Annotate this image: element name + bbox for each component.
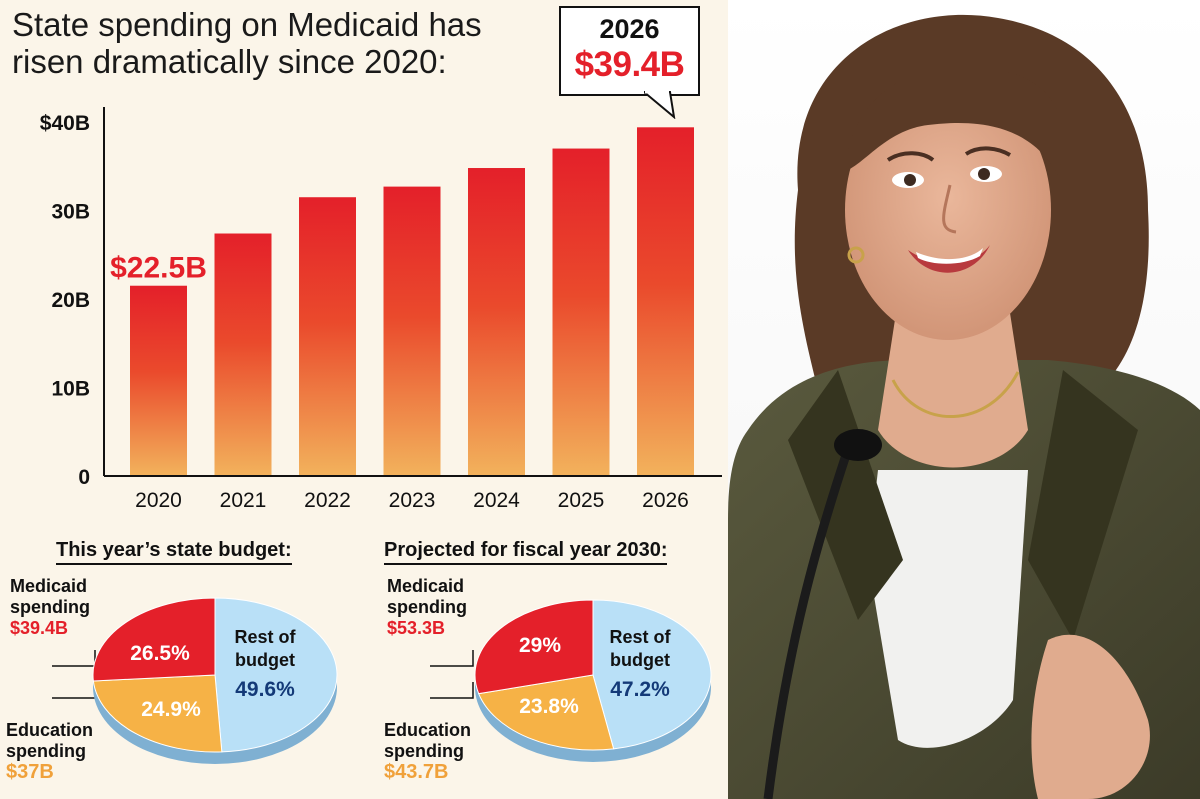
necklace bbox=[891, 371, 1020, 418]
pie-title-this-year: This year’s state budget: bbox=[56, 539, 292, 565]
y-axis-ticks: 0 10B 20B 30B $40B bbox=[40, 112, 90, 489]
bar-2026 bbox=[637, 127, 694, 476]
rest-pct-left: 49.6% bbox=[235, 678, 295, 701]
leader-line-education bbox=[430, 682, 474, 699]
bars-group bbox=[130, 127, 694, 477]
x-tick-label: 2023 bbox=[389, 489, 436, 512]
callout-year: 2026 bbox=[599, 14, 660, 44]
pie-chart-2030: 29% 23.8% Rest of budget 47.2% bbox=[430, 599, 712, 762]
teeth bbox=[916, 248, 983, 264]
title-line-1: State spending on Medicaid has bbox=[12, 6, 482, 43]
medicaid-label-line1: Medicaid bbox=[387, 576, 465, 596]
education-amount-left: $37B bbox=[6, 761, 54, 783]
governor-photo bbox=[728, 0, 1200, 799]
y-tick-label: 20B bbox=[51, 289, 90, 312]
bar-2025 bbox=[552, 148, 610, 477]
x-tick-label: 2020 bbox=[135, 489, 182, 512]
brow-left bbox=[886, 151, 935, 162]
bar-2020 bbox=[130, 285, 187, 476]
bar-2022 bbox=[299, 197, 356, 476]
x-tick-label: 2026 bbox=[642, 489, 689, 512]
y-tick-label: 30B bbox=[51, 201, 90, 224]
medicaid-label-line2: spending bbox=[387, 597, 467, 617]
medicaid-label-line2: spending bbox=[10, 597, 90, 617]
hand bbox=[1031, 634, 1150, 799]
white-top bbox=[868, 470, 1028, 748]
pie-slice-education-spending bbox=[478, 674, 615, 751]
education-pct-left: 24.9% bbox=[141, 698, 201, 721]
pie-slice-rest-of-budget bbox=[592, 599, 712, 750]
leader-line-education bbox=[52, 682, 96, 699]
education-pct-right: 23.8% bbox=[519, 695, 579, 718]
leader-line-medicaid bbox=[430, 650, 474, 667]
infographic-panel: State spending on Medicaid has risen dra… bbox=[0, 0, 728, 799]
microphone-head bbox=[834, 429, 882, 461]
neck bbox=[878, 300, 1028, 468]
pie-slice-education-spending bbox=[92, 674, 223, 753]
bar-2023 bbox=[383, 186, 441, 476]
education-label-right: Education spending $43.7B bbox=[384, 720, 471, 783]
medicaid-pct-right: 29% bbox=[519, 634, 561, 657]
medicaid-label-left: Medicaid spending $39.4B bbox=[10, 576, 90, 639]
microphone-stand bbox=[763, 453, 851, 799]
bar-2021 bbox=[214, 233, 272, 476]
education-label-line1: Education bbox=[384, 720, 472, 740]
x-tick-label: 2021 bbox=[220, 489, 267, 512]
lapel-right bbox=[1028, 370, 1138, 640]
rest-label-line2-right: budget bbox=[610, 650, 670, 670]
medicaid-amount-right: $53.3B bbox=[387, 618, 446, 638]
medicaid-amount-left: $39.4B bbox=[10, 618, 69, 638]
medicaid-label-right: Medicaid spending $53.3B bbox=[387, 576, 467, 639]
rest-label-line1-left: Rest of bbox=[234, 627, 296, 647]
face bbox=[845, 80, 1051, 340]
medicaid-label-line1: Medicaid bbox=[10, 576, 88, 596]
title-line-2: risen dramatically since 2020: bbox=[12, 43, 447, 80]
x-tick-label: 2024 bbox=[473, 489, 520, 512]
medicaid-pct-left: 26.5% bbox=[130, 642, 190, 665]
education-amount-right: $43.7B bbox=[384, 761, 449, 783]
bar-2024 bbox=[468, 168, 525, 476]
rest-pct-right: 47.2% bbox=[610, 678, 670, 701]
x-axis-labels: 2020 2021 2022 2023 2024 2025 2026 bbox=[135, 489, 689, 512]
callout-value: $39.4B bbox=[574, 45, 685, 84]
pie-slice-rest-of-budget bbox=[214, 597, 338, 753]
pupil-right bbox=[978, 168, 990, 180]
hair-fringe bbox=[848, 67, 1064, 175]
brow-right bbox=[964, 146, 1012, 157]
callout-box-2026: 2026 $39.4B bbox=[559, 6, 700, 96]
pie-title-2030: Projected for fiscal year 2030: bbox=[384, 539, 668, 565]
pie-chart-this-year: 26.5% 24.9% Rest of budget 49.6% bbox=[52, 597, 338, 764]
y-tick-label: 0 bbox=[78, 466, 90, 489]
chart-title: State spending on Medicaid has risen dra… bbox=[12, 6, 532, 80]
y-tick-label: 10B bbox=[51, 378, 90, 401]
first-bar-value-label: $22.5B bbox=[110, 252, 207, 285]
mouth bbox=[908, 245, 990, 273]
y-tick-label: $40B bbox=[40, 112, 90, 135]
leader-line-medicaid bbox=[52, 650, 96, 667]
education-label-line1: Education bbox=[6, 720, 94, 740]
pie-slice-medicaid-spending bbox=[474, 599, 594, 695]
callout-pointer bbox=[644, 91, 676, 119]
education-label-line2: spending bbox=[6, 741, 86, 761]
pie-slice-medicaid-spending bbox=[92, 597, 216, 682]
x-tick-label: 2022 bbox=[304, 489, 351, 512]
rest-label-line2-left: budget bbox=[235, 650, 295, 670]
earring bbox=[847, 246, 865, 264]
education-label-line2: spending bbox=[384, 741, 464, 761]
nose bbox=[942, 184, 957, 234]
x-tick-label: 2025 bbox=[558, 489, 605, 512]
education-label-left: Education spending $37B bbox=[6, 720, 93, 783]
rest-label-line1-right: Rest of bbox=[609, 627, 671, 647]
pupil-left bbox=[904, 174, 916, 186]
lapel-left bbox=[788, 370, 903, 620]
